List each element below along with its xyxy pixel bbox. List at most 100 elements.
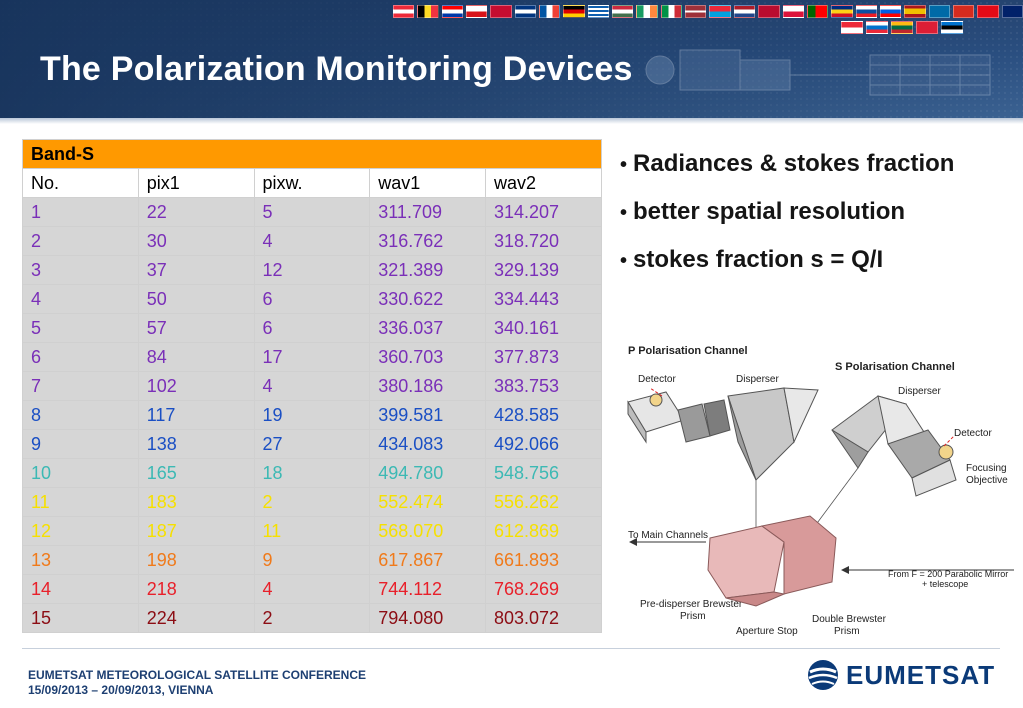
- detector-right-label: Detector: [954, 428, 992, 439]
- eu-member-flags-icon: [393, 5, 1023, 37]
- conference-dates: 15/09/2013 – 20/09/2013, VIENNA: [28, 683, 214, 697]
- table-cell: 4: [253, 574, 371, 604]
- bullet-icon: •: [620, 250, 628, 272]
- flag-icon: [891, 21, 913, 34]
- flag-icon: [941, 21, 963, 34]
- table-row: 4 50 6 330.622 334.443: [22, 284, 602, 314]
- flag-icon: [441, 5, 464, 18]
- table-row: 12 187 11 568.070 612.869: [22, 516, 602, 546]
- flag-icon: [466, 5, 488, 18]
- table-cell: 11: [22, 487, 139, 517]
- table-cell: 434.083: [369, 429, 486, 459]
- column-header-row: No. pix1 pixw. wav1 wav2: [22, 168, 602, 198]
- bullet-list: • Radiances & stokes fraction • better spa…: [620, 148, 954, 292]
- p-disperser-prism: [727, 387, 819, 481]
- table-cell: 165: [137, 458, 255, 488]
- table-row: 10 165 18 494.780 548.756: [22, 458, 602, 488]
- column-header: wav2: [485, 168, 602, 198]
- table-cell: 2: [22, 226, 139, 256]
- banner-divider: [0, 118, 1023, 124]
- table-cell: 318.720: [485, 226, 602, 256]
- table-cell: 1: [22, 197, 139, 227]
- table-cell: 360.703: [369, 342, 486, 372]
- table-cell: 117: [137, 400, 255, 430]
- band-header-row: Band-S: [22, 139, 602, 169]
- table-cell: 3: [22, 255, 139, 285]
- table-cell: 314.207: [485, 197, 602, 227]
- table-cell: 198: [137, 545, 255, 575]
- objective-label: Objective: [966, 475, 1008, 486]
- table-cell: 316.762: [369, 226, 486, 256]
- bullet-item: • stokes fraction s = Q/I: [620, 244, 954, 292]
- table-cell: 13: [22, 545, 139, 575]
- table-cell: 492.066: [485, 429, 602, 459]
- table-cell: 10: [22, 458, 139, 488]
- flag-icon: [612, 5, 634, 18]
- table-cell: 377.873: [485, 342, 602, 372]
- table-cell: 329.139: [485, 255, 602, 285]
- table-cell: 5: [253, 197, 371, 227]
- page-title: The Polarization Monitoring Devices: [40, 50, 633, 88]
- column-header: No.: [22, 168, 139, 198]
- table-cell: 340.161: [485, 313, 602, 343]
- s-disperser-prism: [831, 395, 925, 469]
- table-cell: 22: [137, 197, 255, 227]
- from-f-label: From F = 200 Parabolic Mirror: [888, 569, 1008, 579]
- table-cell: 803.072: [485, 603, 602, 633]
- flag-icon: [1001, 5, 1023, 18]
- bullet-item: • better spatial resolution: [620, 196, 954, 244]
- table-row: 8 117 19 399.581 428.585: [22, 400, 602, 430]
- flag-icon: [514, 5, 537, 18]
- flag-icon: [904, 5, 926, 18]
- table-row: 5 57 6 336.037 340.161: [22, 313, 602, 343]
- table-cell: 617.867: [369, 545, 486, 575]
- table-cell: 548.756: [485, 458, 602, 488]
- flag-icon: [952, 5, 975, 18]
- flag-icon: [841, 21, 863, 34]
- telescope-label: + telescope: [922, 579, 968, 589]
- flag-icon: [685, 5, 707, 18]
- table-row: 6 84 17 360.703 377.873: [22, 342, 602, 372]
- table-row: 14 218 4 744.112 768.269: [22, 574, 602, 604]
- band-s-table: Band-S No. pix1 pixw. wav1 wav2 1 22 5 311.…: [22, 139, 602, 633]
- table-cell: 218: [137, 574, 255, 604]
- header-banner: The Polarization Monitoring Devices: [0, 0, 1023, 118]
- flag-icon: [417, 5, 439, 18]
- logo-text: EUMETSAT: [846, 659, 996, 690]
- band-label: Band-S: [22, 139, 602, 169]
- flag-icon: [879, 5, 902, 18]
- banner-fade: [0, 0, 1023, 118]
- bullet-icon: •: [620, 154, 628, 176]
- flag-icon: [587, 5, 610, 18]
- table-cell: 612.869: [485, 516, 602, 546]
- table-cell: 6: [253, 313, 371, 343]
- table-cell: 8: [22, 400, 139, 430]
- flag-icon: [539, 5, 561, 18]
- flag-icon: [916, 21, 938, 34]
- flag-icon: [928, 5, 950, 18]
- flag-icon: [393, 5, 415, 18]
- flag-icon: [636, 5, 658, 18]
- table-cell: 37: [137, 255, 255, 285]
- table-cell: 15: [22, 603, 139, 633]
- table-cell: 2: [253, 487, 371, 517]
- eumetsat-globe-icon: [808, 660, 838, 690]
- bullet-item: • Radiances & stokes fraction: [620, 148, 954, 196]
- table-cell: 30: [137, 226, 255, 256]
- table-cell: 6: [22, 342, 139, 372]
- table-cell: 19: [253, 400, 371, 430]
- table-cell: 556.262: [485, 487, 602, 517]
- table-cell: 321.389: [369, 255, 486, 285]
- table-row: 2 30 4 316.762 318.720: [22, 226, 602, 256]
- aperture-stop-label: Aperture Stop: [736, 626, 798, 637]
- table-cell: 6: [253, 284, 371, 314]
- table-cell: 5: [22, 313, 139, 343]
- satellite-illustration-icon: [645, 49, 991, 96]
- table-cell: 399.581: [369, 400, 486, 430]
- table-cell: 187: [137, 516, 255, 546]
- p-channel-label: P Polarisation Channel: [628, 345, 748, 357]
- focusing-label: Focusing: [966, 463, 1007, 474]
- table-cell: 102: [137, 371, 255, 401]
- table-cell: 794.080: [369, 603, 486, 633]
- flag-icon: [855, 5, 877, 18]
